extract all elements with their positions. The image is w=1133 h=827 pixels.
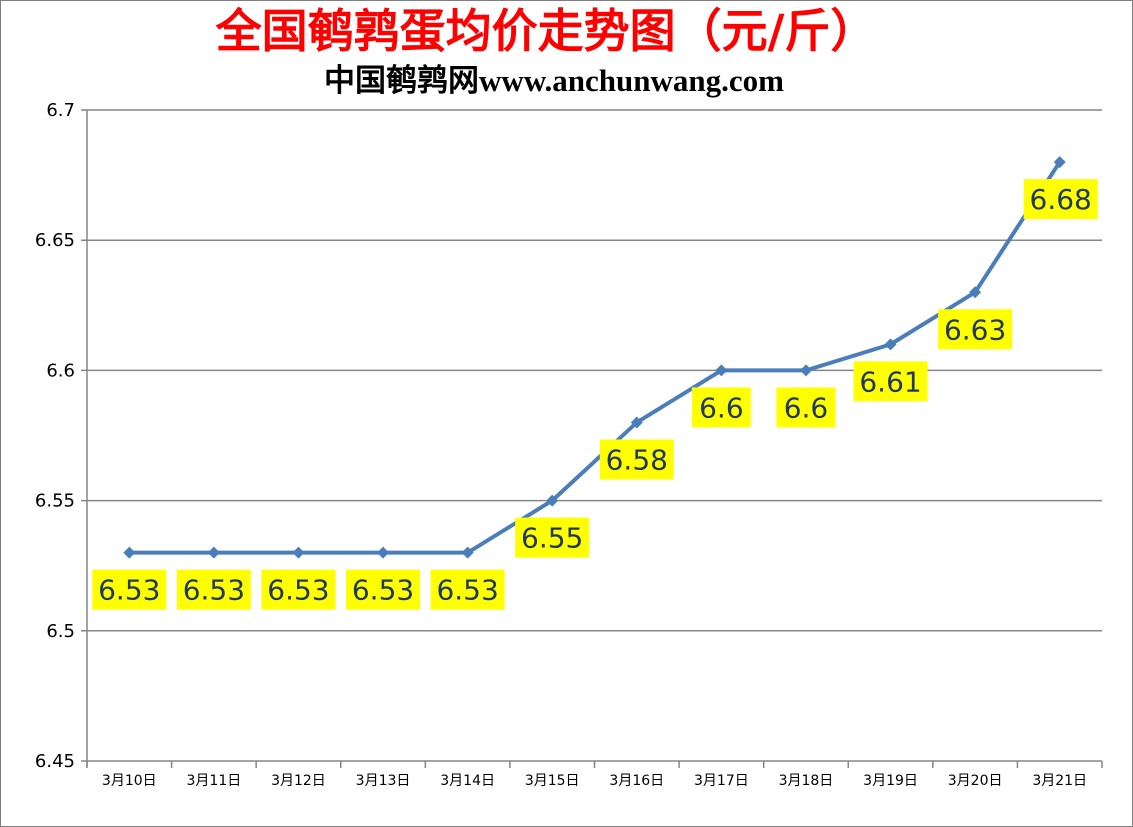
data-label: 6.53 — [436, 574, 498, 607]
x-tick-label: 3月15日 — [525, 773, 580, 789]
series-line — [129, 160, 1062, 555]
data-point — [715, 364, 728, 377]
data-point — [292, 546, 305, 559]
x-tick-label: 3月19日 — [863, 773, 918, 789]
data-label: 6.53 — [98, 574, 160, 607]
data-label: 6.55 — [521, 522, 583, 555]
data-label-bg — [938, 309, 1013, 350]
data-label-bg — [515, 517, 590, 558]
data-point — [630, 416, 643, 429]
data-label: 6.53 — [183, 574, 245, 607]
chart-title: 全国鹌鹑蛋均价走势图（元/斤） — [215, 4, 877, 58]
data-label: 6.6 — [699, 391, 744, 424]
axis-layer: 6.45 6.5 6.55 6.6 6.65 6.7 3月10日 3月11日 3月12日 3月13… — [35, 100, 1103, 789]
data-label: 6.6 — [784, 391, 829, 424]
data-point — [123, 546, 136, 559]
data-label-bg — [599, 439, 674, 480]
data-point — [969, 286, 982, 299]
data-label: 6.68 — [1030, 183, 1092, 216]
x-tick-label: 3月18日 — [779, 773, 834, 789]
y-tick-label: 6.5 — [46, 621, 75, 642]
x-tick-label: 3月20日 — [948, 773, 1003, 789]
data-label-bg — [176, 569, 251, 610]
grid-layer — [81, 109, 1102, 762]
x-tick-label: 3月11日 — [187, 773, 242, 789]
data-point — [207, 546, 220, 559]
data-point — [884, 338, 897, 351]
data-label-layer: 6.53 6.53 6.53 6.53 6.53 6.55 6.58 6.6 6.6 6.61 6.… — [92, 179, 1098, 610]
x-tick-label: 3月17日 — [694, 773, 749, 789]
x-tick-label: 3月16日 — [609, 773, 664, 789]
data-label: 6.61 — [859, 365, 921, 398]
y-tick-label: 6.7 — [46, 100, 75, 121]
data-label-bg — [346, 569, 421, 610]
data-label-bg — [261, 569, 336, 610]
data-label-bg — [853, 361, 928, 402]
data-point — [546, 494, 559, 507]
data-label-bg — [691, 387, 751, 428]
data-point — [799, 364, 812, 377]
data-label-bg — [430, 569, 505, 610]
x-tick-label: 3月13日 — [356, 773, 411, 789]
data-label-bg — [92, 569, 167, 610]
data-point — [377, 546, 390, 559]
data-label: 6.53 — [267, 574, 329, 607]
y-tick-label: 6.6 — [46, 360, 75, 381]
chart-subtitle: 中国鹌鹑网www.anchunwang.com — [324, 63, 784, 98]
data-label: 6.63 — [944, 313, 1006, 346]
data-point — [1053, 156, 1066, 169]
y-tick-label: 6.55 — [35, 491, 75, 512]
data-label: 6.53 — [352, 574, 414, 607]
x-tick-label: 3月10日 — [102, 773, 157, 789]
y-tick-label: 6.65 — [35, 230, 75, 251]
x-tick-label: 3月21日 — [1032, 773, 1087, 789]
x-tick-label: 3月14日 — [440, 773, 495, 789]
data-point — [461, 546, 474, 559]
x-tick-label: 3月12日 — [271, 773, 326, 789]
data-label-bg — [1023, 179, 1098, 220]
series-layer — [123, 156, 1066, 559]
data-label: 6.58 — [606, 443, 668, 476]
data-label-bg — [776, 387, 836, 428]
y-tick-label: 6.45 — [35, 751, 75, 772]
